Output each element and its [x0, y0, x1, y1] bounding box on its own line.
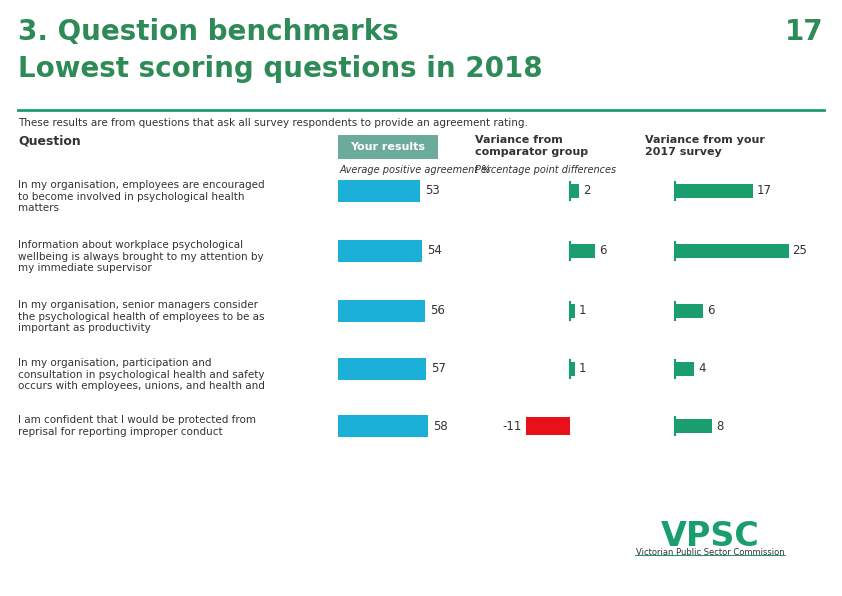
- Text: -11: -11: [503, 420, 522, 433]
- Text: 17: 17: [786, 18, 824, 46]
- Text: 6: 6: [599, 244, 606, 257]
- FancyBboxPatch shape: [571, 244, 595, 258]
- Text: I am confident that I would be protected from
reprisal for reporting improper co: I am confident that I would be protected…: [18, 415, 256, 437]
- FancyBboxPatch shape: [526, 417, 570, 435]
- Text: 1: 1: [579, 305, 587, 318]
- FancyBboxPatch shape: [338, 358, 426, 380]
- Text: VPSC: VPSC: [661, 520, 759, 553]
- Text: Variance from your
2017 survey: Variance from your 2017 survey: [645, 135, 765, 157]
- FancyBboxPatch shape: [338, 240, 422, 262]
- Text: 3. Question benchmarks: 3. Question benchmarks: [18, 18, 399, 46]
- FancyBboxPatch shape: [676, 184, 753, 198]
- FancyBboxPatch shape: [571, 304, 575, 318]
- FancyBboxPatch shape: [676, 244, 788, 258]
- Text: 2: 2: [583, 185, 590, 197]
- Text: In my organisation, participation and
consultation in psychological health and s: In my organisation, participation and co…: [18, 358, 265, 391]
- FancyBboxPatch shape: [338, 180, 420, 202]
- FancyBboxPatch shape: [338, 300, 425, 322]
- Text: These results are from questions that ask all survey respondents to provide an a: These results are from questions that as…: [18, 118, 528, 128]
- Text: Variance from
comparator group: Variance from comparator group: [475, 135, 588, 157]
- Text: Your results: Your results: [350, 142, 425, 152]
- Text: 4: 4: [698, 362, 706, 375]
- Text: In my organisation, senior managers consider
the psychological health of employe: In my organisation, senior managers cons…: [18, 300, 264, 333]
- Text: Victorian Public Sector Commission: Victorian Public Sector Commission: [636, 548, 784, 557]
- FancyBboxPatch shape: [571, 362, 575, 376]
- Text: 58: 58: [433, 420, 448, 433]
- Text: 57: 57: [431, 362, 446, 375]
- Text: Information about workplace psychological
wellbeing is always brought to my atte: Information about workplace psychologica…: [18, 240, 264, 273]
- Text: Question: Question: [18, 135, 81, 148]
- Text: 56: 56: [429, 305, 445, 318]
- Text: 17: 17: [756, 185, 771, 197]
- Text: 8: 8: [716, 420, 723, 433]
- Text: 25: 25: [792, 244, 807, 257]
- Text: 53: 53: [425, 185, 440, 197]
- Text: Percentage point differences: Percentage point differences: [475, 165, 616, 175]
- FancyBboxPatch shape: [338, 135, 438, 159]
- Text: Lowest scoring questions in 2018: Lowest scoring questions in 2018: [18, 55, 542, 83]
- FancyBboxPatch shape: [676, 304, 703, 318]
- FancyBboxPatch shape: [676, 419, 712, 433]
- Text: 54: 54: [427, 244, 441, 257]
- FancyBboxPatch shape: [338, 415, 428, 437]
- Text: 1: 1: [579, 362, 587, 375]
- FancyBboxPatch shape: [571, 184, 579, 198]
- FancyBboxPatch shape: [676, 362, 694, 376]
- Text: In my organisation, employees are encouraged
to become involved in psychological: In my organisation, employees are encour…: [18, 180, 264, 213]
- Text: Average positive agreement %: Average positive agreement %: [340, 165, 492, 175]
- Text: 6: 6: [707, 305, 715, 318]
